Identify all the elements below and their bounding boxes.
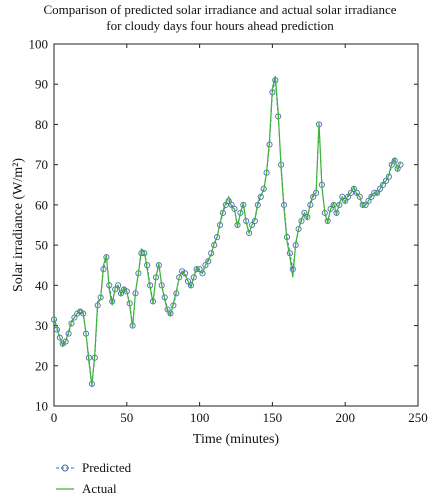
- y-tick-label: 20: [35, 358, 48, 373]
- x-tick-label: 200: [335, 410, 355, 425]
- x-axis-ticks: 0 50 100 150 200 250: [51, 44, 428, 425]
- predicted-point: [362, 201, 369, 208]
- predicted-point: [301, 209, 308, 216]
- predicted-point: [234, 221, 241, 229]
- predicted-point: [202, 262, 209, 269]
- predicted-point: [184, 278, 192, 285]
- y-tick-label: 50: [35, 238, 48, 253]
- predicted-point: [50, 316, 58, 323]
- predicted-point: [333, 209, 340, 216]
- y-tick-label: 10: [35, 399, 48, 414]
- legend-item-predicted: Predicted: [56, 460, 132, 475]
- legend-item-actual: Actual: [56, 481, 117, 496]
- y-tick-label: 30: [35, 318, 48, 333]
- predicted-point: [382, 177, 390, 184]
- y-axis-label: Solar irradiance (W/m²): [11, 158, 26, 292]
- predicted-point: [365, 197, 372, 204]
- legend: Predicted Actual: [56, 460, 132, 496]
- x-axis-label: Time (minutes): [193, 432, 280, 447]
- legend-predicted-label: Predicted: [82, 460, 132, 475]
- predicted-point: [324, 217, 331, 225]
- chart-title-line-2: for cloudy days four hours ahead predict…: [106, 18, 334, 33]
- y-tick-label: 70: [35, 157, 48, 172]
- series-layer: [50, 76, 404, 387]
- predicted-point: [240, 201, 247, 208]
- predicted-point: [371, 189, 378, 196]
- x-tick-label: 0: [51, 410, 58, 425]
- y-tick-label: 100: [29, 37, 49, 52]
- predicted-point: [347, 189, 355, 196]
- predicted-point: [246, 229, 253, 237]
- predicted-point: [56, 334, 63, 341]
- chart-title-line-1: Comparison of predicted solar irradiance…: [43, 2, 396, 17]
- x-tick-label: 150: [263, 410, 283, 425]
- predicted-point: [190, 274, 197, 281]
- y-tick-label: 90: [35, 77, 48, 92]
- predicted-point: [377, 185, 384, 192]
- predicted-point: [71, 314, 78, 321]
- x-tick-label: 250: [408, 410, 428, 425]
- predicted-point: [339, 193, 346, 200]
- predicted-point: [356, 193, 363, 200]
- predicted-point: [397, 161, 404, 168]
- chart-title: Comparison of predicted solar irradiance…: [43, 2, 396, 33]
- predicted-point: [62, 338, 69, 345]
- legend-actual-label: Actual: [82, 481, 117, 496]
- y-tick-label: 60: [35, 197, 48, 212]
- legend-predicted-marker: [61, 464, 69, 472]
- x-tick-label: 100: [190, 410, 210, 425]
- x-tick-label: 50: [120, 410, 133, 425]
- predicted-point: [199, 270, 206, 277]
- series-actual-line: [53, 76, 402, 386]
- y-axis-ticks: 10 20 30 40 50 60 70 80 90 100: [29, 37, 418, 414]
- y-tick-label: 40: [35, 278, 48, 293]
- series-predicted-line: [53, 80, 401, 384]
- predicted-point: [115, 282, 122, 289]
- plot-area-frame: [53, 43, 419, 407]
- predicted-point: [248, 221, 256, 229]
- y-tick-label: 80: [35, 117, 48, 132]
